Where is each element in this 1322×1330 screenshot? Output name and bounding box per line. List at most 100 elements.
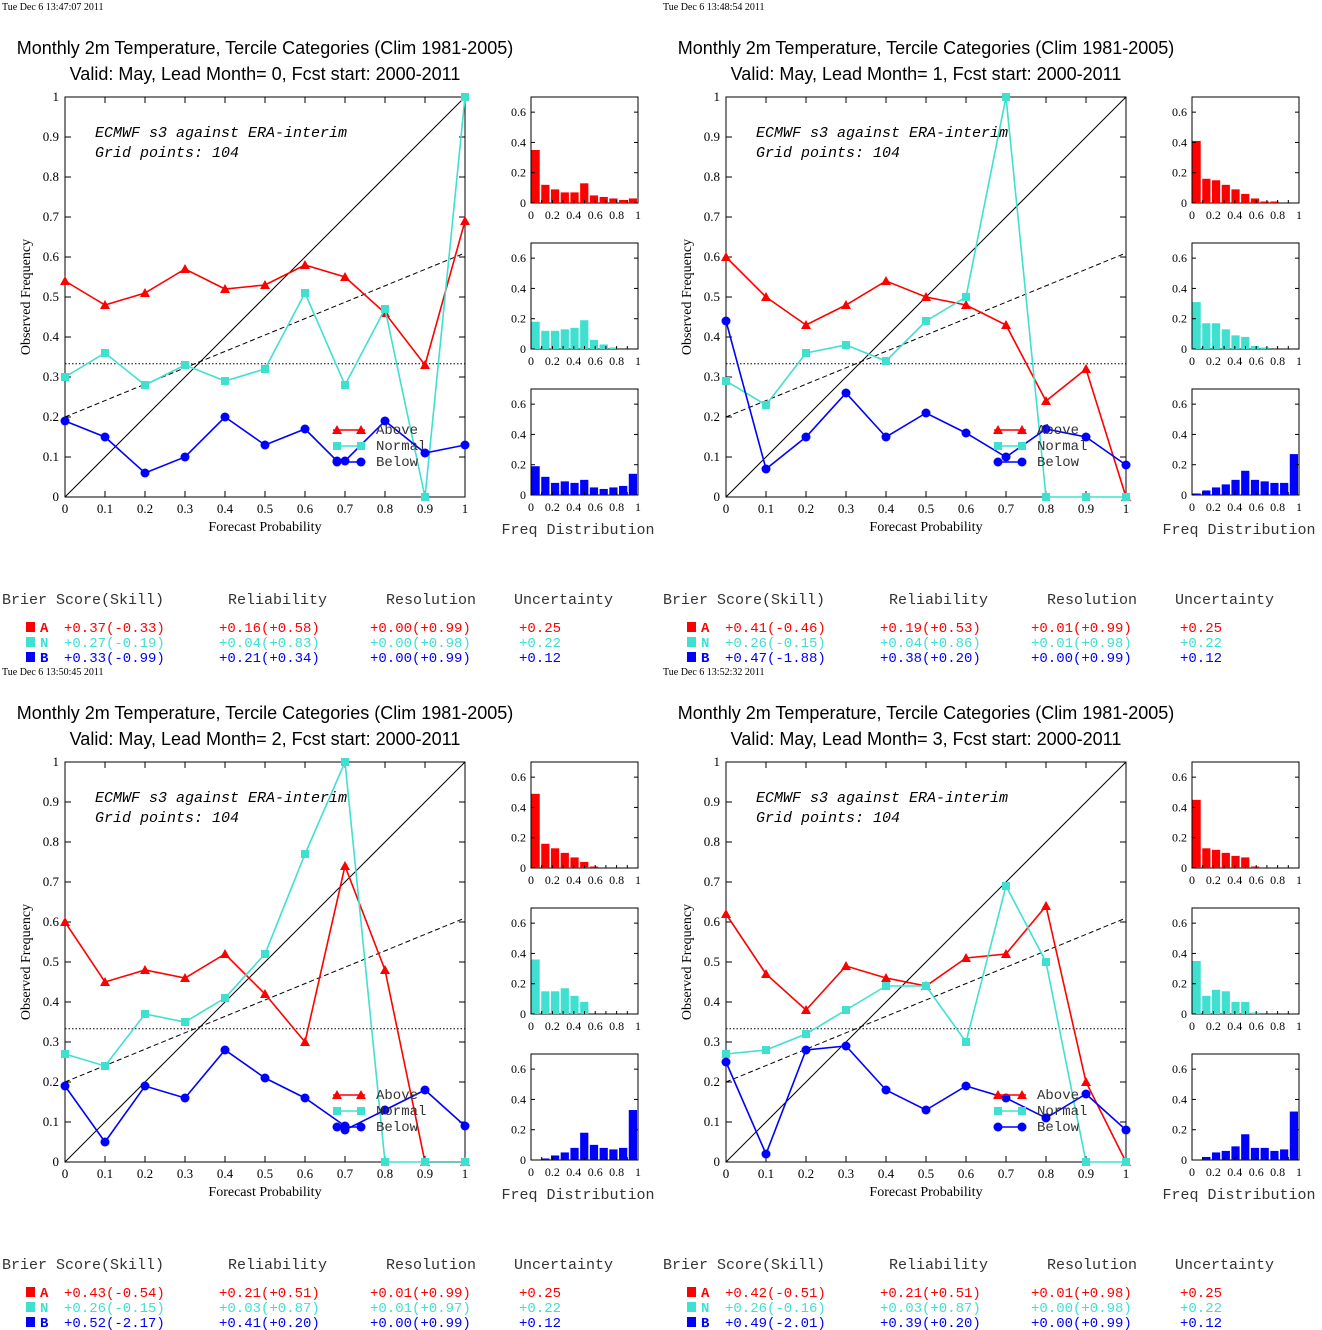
data-point (60, 416, 70, 426)
hist-y-tick-label: 0.4 (511, 427, 526, 441)
data-point (721, 1057, 731, 1067)
histogram-bar (1192, 799, 1201, 868)
histogram-normal: 0 0.2 0.4 0.6 0 0.2 0.4 0.6 0.8 1 (1172, 907, 1302, 1033)
data-point (1042, 493, 1050, 501)
hist-x-tick-label: 0.6 (588, 873, 603, 887)
x-tick-label: 0.5 (918, 501, 934, 516)
histogram-bar (541, 991, 550, 1014)
y-tick-label: 0.1 (43, 449, 59, 464)
histogram-bar (1260, 347, 1269, 349)
x-tick-label: 0.5 (257, 1166, 273, 1181)
histogram-normal: 0 0.2 0.4 0.6 0 0.2 0.4 0.6 0.8 1 (1172, 242, 1302, 368)
histogram-above: 0 0.2 0.4 0.6 0 0.2 0.4 0.6 0.8 1 (1172, 761, 1302, 887)
data-point (962, 293, 970, 301)
hist-y-tick-label: 0.2 (1172, 458, 1187, 472)
x-tick-label: 0 (723, 1166, 730, 1181)
histogram-bar (1221, 1150, 1230, 1160)
hist-x-tick-label: 0.2 (545, 1019, 560, 1033)
hist-x-tick-label: 0.4 (1227, 208, 1242, 222)
series-line (64, 1048, 466, 1144)
score-header: Uncertainty (1175, 1257, 1274, 1274)
uncertainty-value: +0.12 (519, 1316, 561, 1330)
hist-x-tick-label: 0.6 (588, 500, 603, 514)
hist-y-tick-label: 0.6 (1172, 1062, 1187, 1076)
uncertainty-value: +0.22 (1180, 1301, 1222, 1317)
y-tick-label: 0.1 (43, 1114, 59, 1129)
chart-panel-lead1: Tue Dec 6 13:48:54 2011 Monthly 2m Temper… (661, 0, 1322, 665)
hist-x-tick-label: 0.2 (1206, 873, 1221, 887)
hist-y-tick-label: 0.4 (1172, 135, 1187, 149)
hist-x-tick-label: 0.2 (1206, 208, 1221, 222)
data-point (60, 1081, 70, 1091)
hist-x-tick-label: 0.4 (566, 873, 581, 887)
uncertainty-value: +0.22 (519, 1301, 561, 1317)
y-tick-label: 0.3 (704, 369, 720, 384)
hist-x-tick-label: 0.2 (545, 873, 560, 887)
data-point (141, 381, 149, 389)
score-header: Brier Score(Skill) (2, 592, 164, 609)
hist-x-tick-label: 1 (1296, 1019, 1302, 1033)
series-normal (61, 93, 469, 501)
hist-x-tick-label: 0.8 (609, 1165, 624, 1179)
histogram-bar (550, 1155, 560, 1160)
legend-marker (357, 442, 365, 450)
category-label: B (701, 1316, 710, 1330)
histogram-bar (1250, 345, 1260, 349)
y-tick-label: 0.6 (704, 914, 721, 929)
data-point (842, 1006, 850, 1014)
y-tick-label: 0.9 (43, 794, 59, 809)
data-point (1042, 958, 1050, 966)
histogram-bar (1260, 481, 1269, 495)
score-row-n: N +0.26(-0.15) +0.03(+0.87) +0.01(+0.97) +0.… (26, 1301, 561, 1317)
series-above (60, 216, 470, 369)
data-point (1081, 432, 1091, 442)
histogram-bar (580, 1001, 589, 1014)
timestamp: Tue Dec 6 13:48:54 2011 (663, 2, 764, 13)
category-label: N (701, 636, 709, 652)
data-point (461, 93, 469, 101)
data-point (1002, 93, 1010, 101)
data-point (141, 1010, 149, 1018)
category-label: B (40, 1316, 49, 1330)
x-tick-label: 0.9 (1078, 1166, 1094, 1181)
legend-marker (994, 1107, 1002, 1115)
data-point (1121, 1125, 1131, 1135)
x-tick-label: 0.2 (137, 1166, 153, 1181)
y-tick-label: 0.9 (704, 129, 720, 144)
hist-y-tick-label: 0 (1181, 1153, 1187, 1167)
legend-label: Above (376, 1088, 418, 1104)
data-point (380, 965, 390, 974)
histogram-bar (589, 487, 599, 495)
score-row-n: N +0.26(-0.15) +0.04(+0.86) +0.01(+0.98) +0.… (687, 636, 1222, 652)
y-tick-label: 0 (714, 489, 721, 504)
data-point (761, 292, 771, 301)
y-tick-label: 1 (53, 754, 60, 769)
x-tick-label: 1 (462, 1166, 469, 1181)
annotation-gridpoints: Grid points: 104 (756, 145, 900, 162)
histogram-bar (560, 329, 569, 349)
hist-y-tick-label: 0.2 (1172, 312, 1187, 326)
hist-y-tick-label: 0 (520, 488, 526, 502)
data-point (60, 917, 70, 926)
histogram-bar (580, 861, 589, 868)
histogram-bar (550, 330, 560, 349)
histogram-bar (1202, 995, 1211, 1014)
histogram-bar (1221, 484, 1230, 495)
annotation-model: ECMWF s3 against ERA-interim (756, 125, 1008, 142)
legend-label: Below (1037, 455, 1080, 471)
category-swatch (26, 1302, 35, 1312)
legend-marker (1017, 425, 1027, 434)
histogram-bar (1231, 335, 1240, 349)
y-tick-label: 0.2 (43, 1074, 59, 1089)
legend-marker (993, 1090, 1003, 1099)
reliability-value: +0.21(+0.51) (219, 1286, 320, 1302)
y-tick-label: 1 (714, 89, 721, 104)
annotation-gridpoints: Grid points: 104 (95, 810, 239, 827)
x-tick-label: 0.6 (297, 501, 314, 516)
x-tick-label: 0.8 (1038, 501, 1054, 516)
score-row-n: N +0.26(-0.16) +0.03(+0.87) +0.00(+0.98) +0.… (687, 1301, 1222, 1317)
data-point (761, 464, 771, 474)
score-row-n: N +0.27(-0.19) +0.04(+0.83) +0.00(+0.98) +0.… (26, 636, 561, 652)
data-point (1081, 1089, 1091, 1099)
data-point (100, 977, 110, 986)
